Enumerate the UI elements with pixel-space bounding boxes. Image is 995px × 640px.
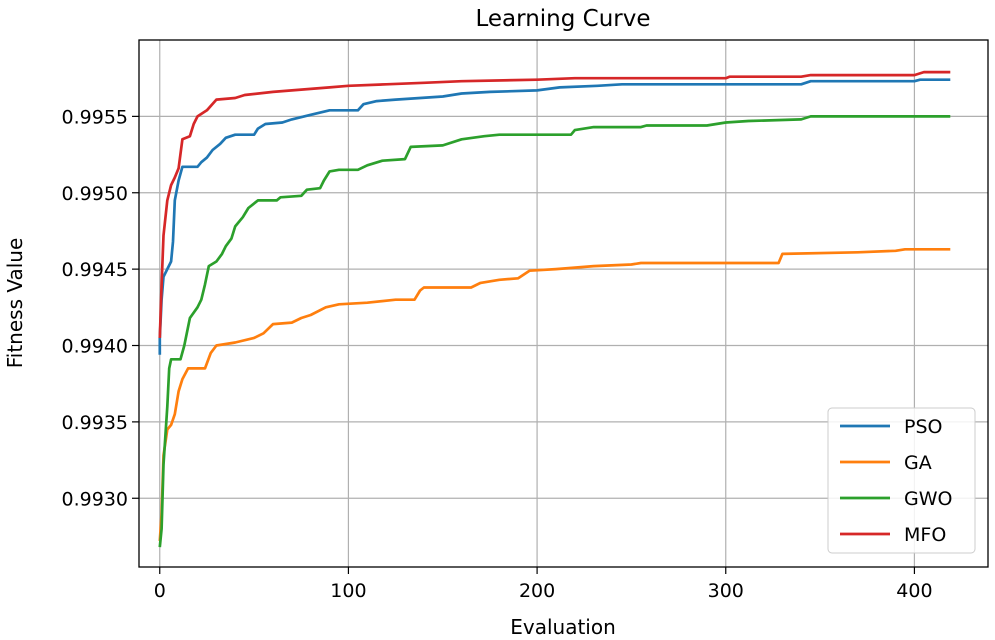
y-axis-title: Fitness Value bbox=[3, 238, 27, 369]
y-tick-label: 0.9930 bbox=[62, 488, 128, 510]
legend: PSO GA GWO MFO bbox=[827, 407, 976, 554]
y-tick-label: 0.9950 bbox=[62, 183, 128, 205]
series-lines bbox=[158, 70, 951, 548]
legend-label-ga: GA bbox=[904, 452, 932, 474]
legend-box bbox=[827, 407, 976, 554]
y-tick-label: 0.9955 bbox=[62, 106, 128, 128]
y-tick-label: 0.9940 bbox=[62, 336, 128, 358]
x-tick-label: 300 bbox=[708, 580, 744, 602]
legend-label-pso: PSO bbox=[904, 416, 942, 438]
legend-label-gwo: GWO bbox=[904, 488, 952, 510]
series-line-gwo bbox=[158, 115, 951, 548]
chart-title: Learning Curve bbox=[475, 6, 650, 32]
series-line-mfo bbox=[158, 70, 951, 338]
axis-ticks: 0 100 200 300 400 0.9930 0.9935 0.9940 0.9945 0.9… bbox=[62, 106, 933, 602]
x-tick-label: 100 bbox=[330, 580, 366, 602]
x-tick-label: 200 bbox=[519, 580, 555, 602]
legend-label-mfo: MFO bbox=[904, 524, 946, 546]
x-tick-label: 400 bbox=[896, 580, 932, 602]
x-axis-title: Evaluation bbox=[510, 615, 616, 639]
y-tick-label: 0.9945 bbox=[62, 259, 128, 281]
series-line-ga bbox=[158, 247, 951, 542]
plot-frame bbox=[138, 39, 989, 568]
y-tick-label: 0.9935 bbox=[62, 412, 128, 434]
series-line-pso bbox=[158, 78, 951, 355]
x-tick-label: 0 bbox=[154, 580, 166, 602]
